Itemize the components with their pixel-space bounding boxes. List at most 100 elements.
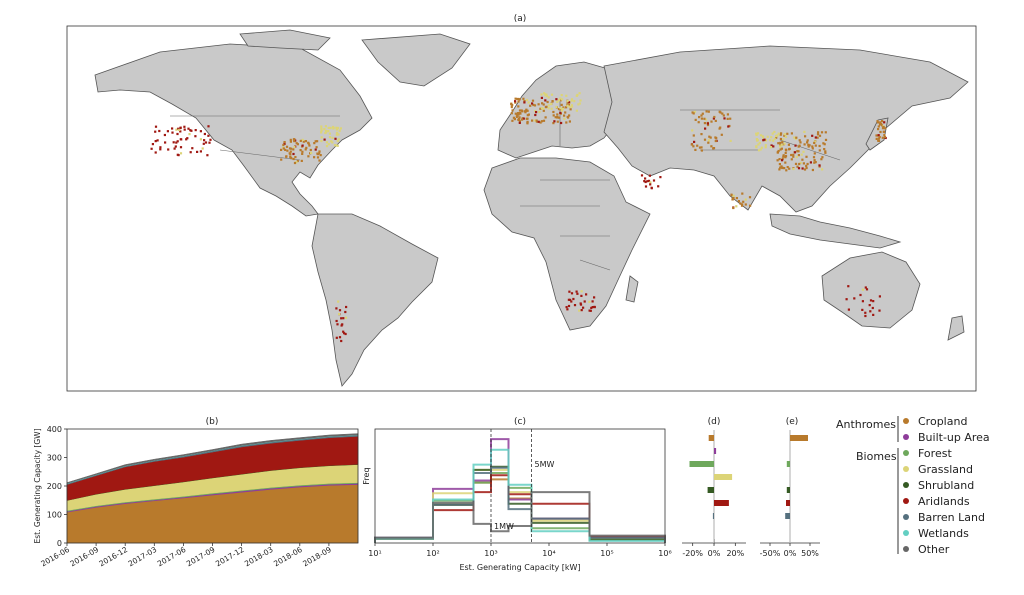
solar-site-dot (517, 113, 520, 116)
solar-site-dot (773, 137, 776, 140)
x-tick-label: -50% (760, 549, 781, 558)
solar-site-dot (811, 147, 814, 150)
solar-site-dot (777, 132, 780, 135)
solar-site-dot (331, 125, 335, 129)
solar-site-dot (703, 117, 706, 120)
solar-site-dot (648, 174, 651, 177)
solar-site-dot (803, 143, 806, 146)
solar-site-dot (573, 100, 576, 103)
solar-site-dot (693, 110, 696, 113)
solar-site-dot (766, 135, 769, 138)
solar-site-dot (301, 138, 304, 141)
solar-site-dot (518, 98, 521, 101)
solar-site-dot (566, 101, 569, 104)
panel-c-axes: 10¹ 10² 10³ 10⁴ 10⁵ 10⁶ Est. Generating Capaci… (362, 467, 672, 572)
solar-site-dot (712, 147, 715, 150)
solar-site-dot (542, 107, 545, 110)
solar-site-dot (517, 100, 520, 103)
solar-site-dot (522, 117, 525, 120)
solar-site-dot (543, 92, 546, 95)
solar-site-dot (207, 125, 210, 128)
solar-site-dot (727, 125, 730, 128)
solar-site-dot (824, 151, 827, 154)
solar-site-dot (575, 109, 578, 112)
solar-site-dot (813, 140, 817, 143)
solar-site-dot (659, 176, 662, 179)
solar-site-dot (559, 97, 562, 100)
panel-c-label: (c) (514, 417, 526, 427)
solar-site-dot (580, 290, 583, 293)
solar-site-dot (318, 152, 321, 155)
solar-site-dot (567, 116, 570, 119)
solar-site-dot (778, 168, 781, 171)
solar-site-dot (801, 158, 804, 161)
solar-site-dot (798, 139, 801, 142)
solar-site-dot (335, 307, 338, 310)
legend-label-cropland: Cropland (918, 415, 967, 428)
solar-site-dot (700, 114, 703, 117)
solar-site-dot (570, 99, 573, 102)
solar-site-dot (556, 116, 559, 119)
solar-site-dot (755, 138, 758, 141)
solar-site-dot (555, 98, 558, 101)
solar-site-dot (176, 140, 179, 143)
solar-site-dot (649, 183, 652, 186)
solar-site-dot (803, 130, 806, 133)
solar-site-dot (556, 113, 559, 116)
solar-site-dot (713, 115, 716, 119)
solar-site-dot (700, 133, 703, 136)
solar-site-dot (585, 293, 588, 296)
solar-site-dot (337, 138, 340, 141)
solar-site-dot (762, 139, 765, 142)
solar-site-dot (821, 156, 824, 159)
solar-site-dot (776, 151, 779, 154)
solar-site-dot (583, 300, 586, 303)
solar-site-dot (700, 149, 703, 152)
solar-site-dot (792, 155, 795, 158)
solar-site-dot (799, 161, 802, 164)
solar-site-dot (336, 139, 339, 143)
solar-site-dot (778, 163, 781, 166)
x-tick-label: 0% (784, 549, 797, 558)
solar-site-dot (335, 128, 338, 131)
solar-site-dot (579, 99, 582, 102)
solar-site-dot (180, 138, 183, 141)
solar-site-dot (344, 332, 347, 336)
solar-site-dot (516, 114, 519, 117)
solar-site-dot (570, 104, 573, 107)
solar-site-dot (203, 132, 206, 136)
solar-site-dot (552, 122, 555, 125)
solar-site-dot (177, 154, 180, 157)
solar-site-dot (552, 114, 555, 117)
solar-site-dot (194, 135, 197, 138)
solar-site-dot (559, 99, 562, 102)
legend-label-shrubland: Shrubland (918, 479, 974, 492)
solar-site-dot (565, 121, 568, 124)
legend-marker-other (903, 546, 909, 552)
solar-site-dot (285, 145, 289, 148)
solar-site-dot (329, 126, 332, 130)
capacity-area-chart (66, 433, 359, 544)
panel-e-label: (e) (786, 417, 799, 427)
solar-site-dot (784, 156, 787, 159)
solar-site-dot (759, 148, 762, 151)
solar-site-dot (876, 120, 879, 123)
solar-site-dot (175, 141, 178, 144)
solar-site-dot (150, 147, 153, 150)
solar-site-dot (780, 165, 783, 168)
panel-d-label: (d) (708, 417, 721, 427)
solar-site-dot (335, 336, 338, 339)
solar-site-dot (820, 131, 824, 134)
solar-site-dot (578, 309, 581, 312)
solar-site-dot (301, 152, 304, 155)
solar-site-dot (796, 165, 799, 168)
solar-site-dot (779, 141, 782, 144)
solar-site-dot (802, 162, 805, 165)
solar-site-dot (335, 319, 338, 323)
solar-site-dot (649, 181, 652, 184)
arctic-islands-shape (239, 29, 331, 51)
solar-site-dot (546, 100, 549, 104)
solar-site-dot (568, 290, 571, 293)
solar-site-dot (777, 149, 780, 153)
x-tick-label: 2016-12 (98, 545, 130, 569)
